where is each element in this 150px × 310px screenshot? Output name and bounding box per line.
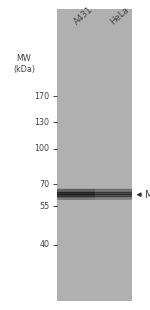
Bar — [94, 200, 132, 201]
Bar — [57, 192, 94, 193]
Bar — [94, 194, 132, 195]
Bar — [57, 189, 94, 190]
Bar — [94, 195, 132, 196]
Bar — [57, 197, 94, 198]
Bar — [57, 198, 94, 199]
Bar — [94, 189, 132, 190]
Text: 170: 170 — [34, 91, 50, 101]
Bar — [94, 187, 132, 188]
Bar — [57, 187, 94, 188]
Bar — [57, 194, 94, 195]
Bar — [94, 197, 132, 198]
Bar — [57, 200, 94, 201]
Bar — [94, 192, 132, 193]
Bar — [57, 191, 94, 192]
Bar — [94, 198, 132, 199]
Bar — [57, 198, 94, 200]
Text: A431: A431 — [72, 5, 95, 26]
Text: ME1: ME1 — [146, 190, 150, 200]
Text: 70: 70 — [39, 180, 50, 189]
Bar — [94, 187, 132, 188]
Bar — [57, 196, 94, 197]
Bar — [57, 194, 94, 195]
Bar — [94, 198, 132, 200]
Bar — [57, 188, 94, 189]
Bar — [94, 188, 132, 189]
Bar — [57, 192, 94, 193]
Bar — [57, 199, 94, 200]
Text: 130: 130 — [34, 118, 50, 127]
Bar — [94, 191, 132, 192]
Text: MW
(kDa): MW (kDa) — [13, 54, 35, 74]
Bar — [57, 190, 94, 191]
Bar — [57, 189, 94, 190]
Text: HeLa: HeLa — [108, 5, 130, 26]
Bar — [94, 199, 132, 200]
Bar — [94, 192, 132, 193]
Bar — [94, 190, 132, 191]
Bar — [94, 196, 132, 197]
Text: 55: 55 — [39, 202, 50, 211]
Text: 100: 100 — [34, 144, 50, 153]
Bar — [94, 189, 132, 190]
Bar — [94, 193, 132, 194]
Bar — [57, 9, 132, 301]
Bar — [57, 193, 94, 194]
Bar — [57, 195, 94, 196]
Bar — [57, 187, 94, 188]
Text: 40: 40 — [39, 240, 50, 250]
Bar — [94, 194, 132, 195]
